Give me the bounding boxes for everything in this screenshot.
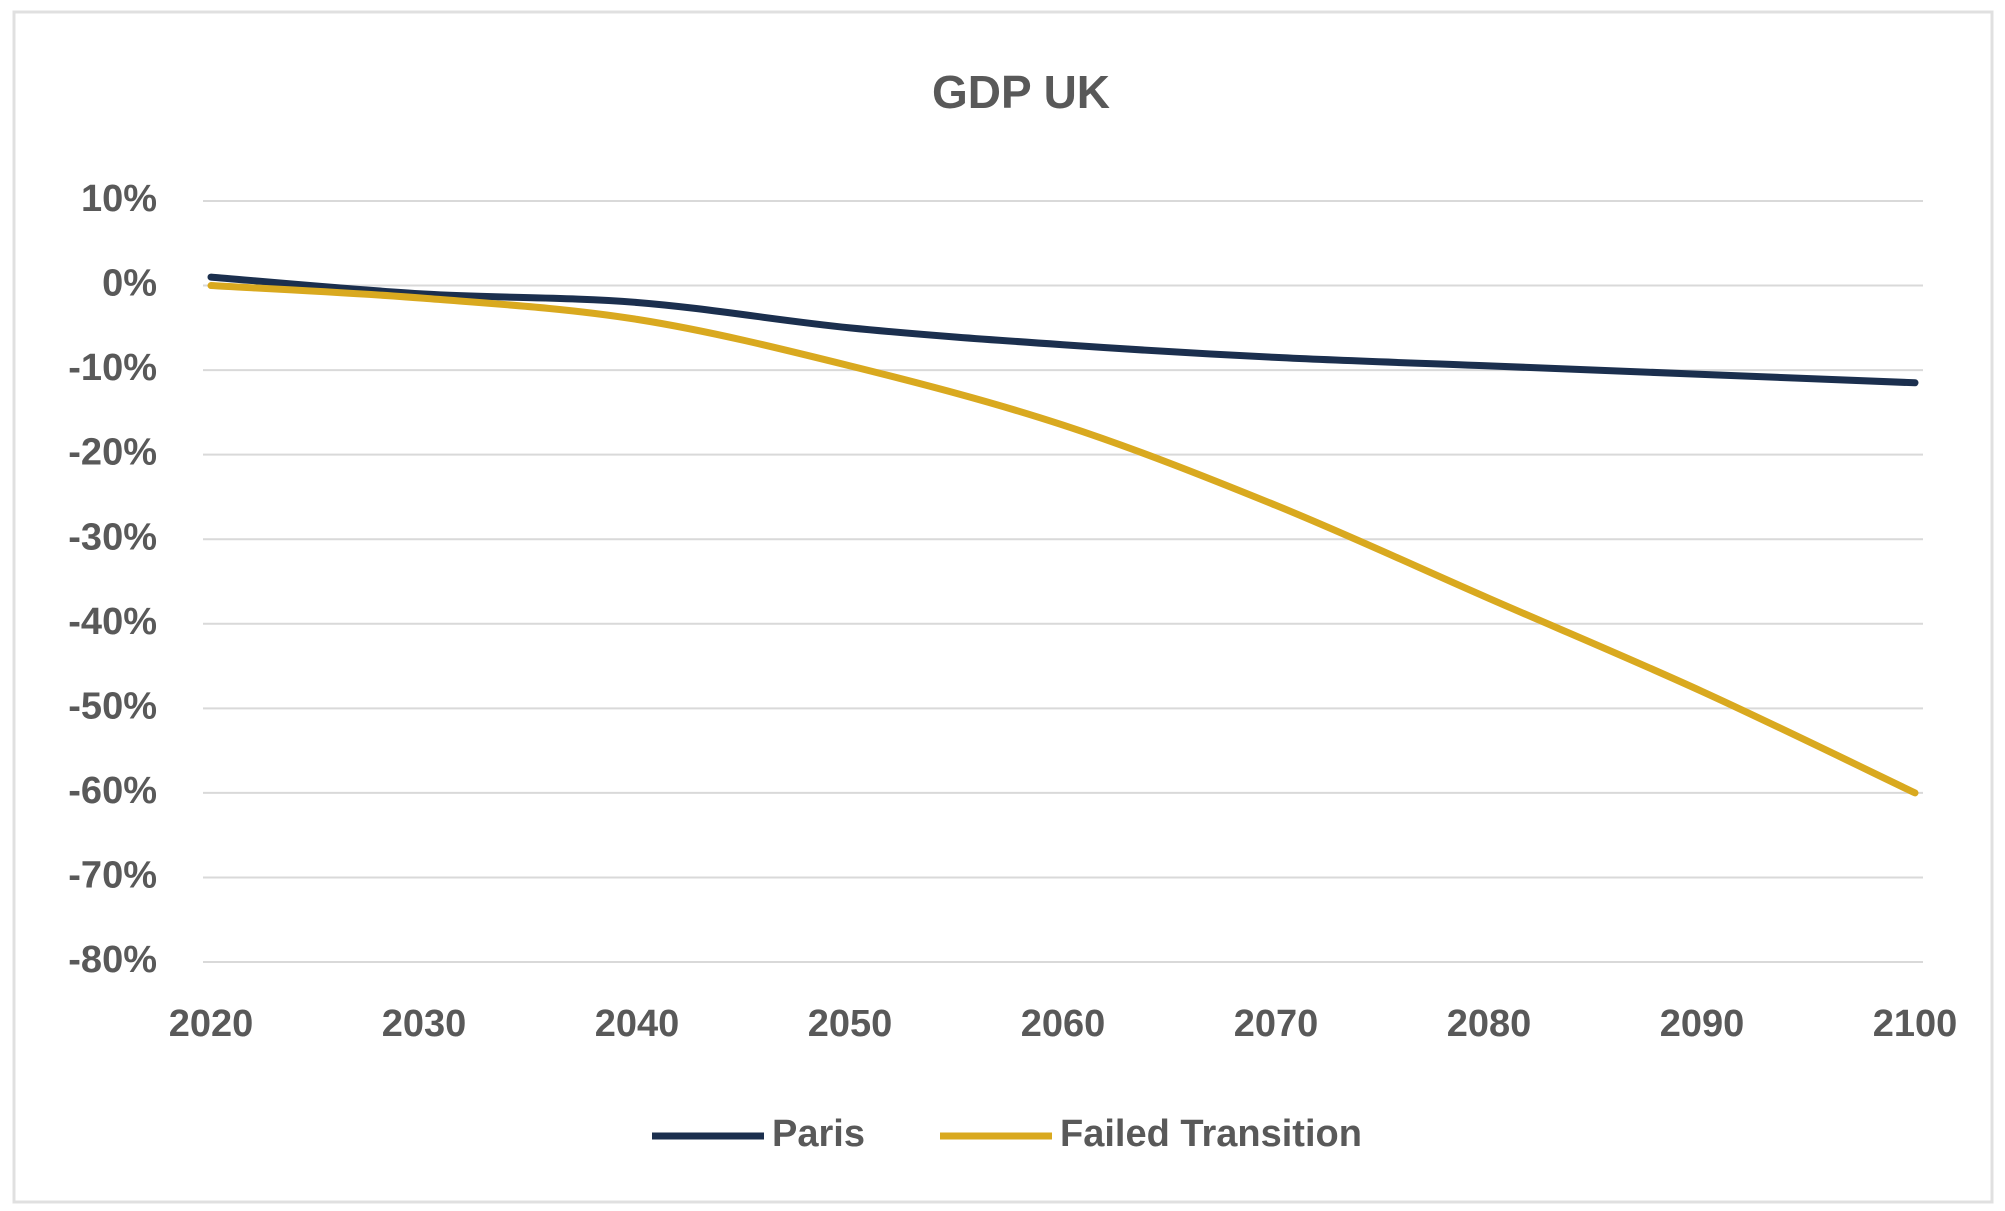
y-tick-label: -70% <box>68 854 157 896</box>
y-tick-label: 10% <box>81 178 157 220</box>
y-tick-label: -50% <box>68 685 157 727</box>
x-tick-label: 2060 <box>1021 1003 1106 1045</box>
y-tick-label: -20% <box>68 432 157 474</box>
y-tick-label: 0% <box>102 263 157 305</box>
y-tick-label: -80% <box>68 939 157 981</box>
data-line <box>207 282 1919 797</box>
chart-frame <box>12 10 1994 1204</box>
x-tick-label: 2080 <box>1447 1003 1532 1045</box>
y-tick-label: -60% <box>68 770 157 812</box>
y-tick-label: -10% <box>68 347 157 389</box>
legend-label: Paris <box>772 1113 865 1155</box>
y-tick-label: -30% <box>68 516 157 558</box>
x-tick-label: 2070 <box>1234 1003 1319 1045</box>
x-tick-label: 2100 <box>1873 1003 1958 1045</box>
y-tick-label: -40% <box>68 601 157 643</box>
x-tick-label: 2030 <box>382 1003 467 1045</box>
x-tick-label: 2020 <box>169 1003 254 1045</box>
x-tick-label: 2050 <box>808 1003 893 1045</box>
x-tick-label: 2040 <box>595 1003 680 1045</box>
chart-title: GDP UK <box>932 66 1110 118</box>
x-tick-label: 2090 <box>1660 1003 1745 1045</box>
legend-label: Failed Transition <box>1060 1113 1362 1155</box>
data-line <box>207 273 1919 387</box>
